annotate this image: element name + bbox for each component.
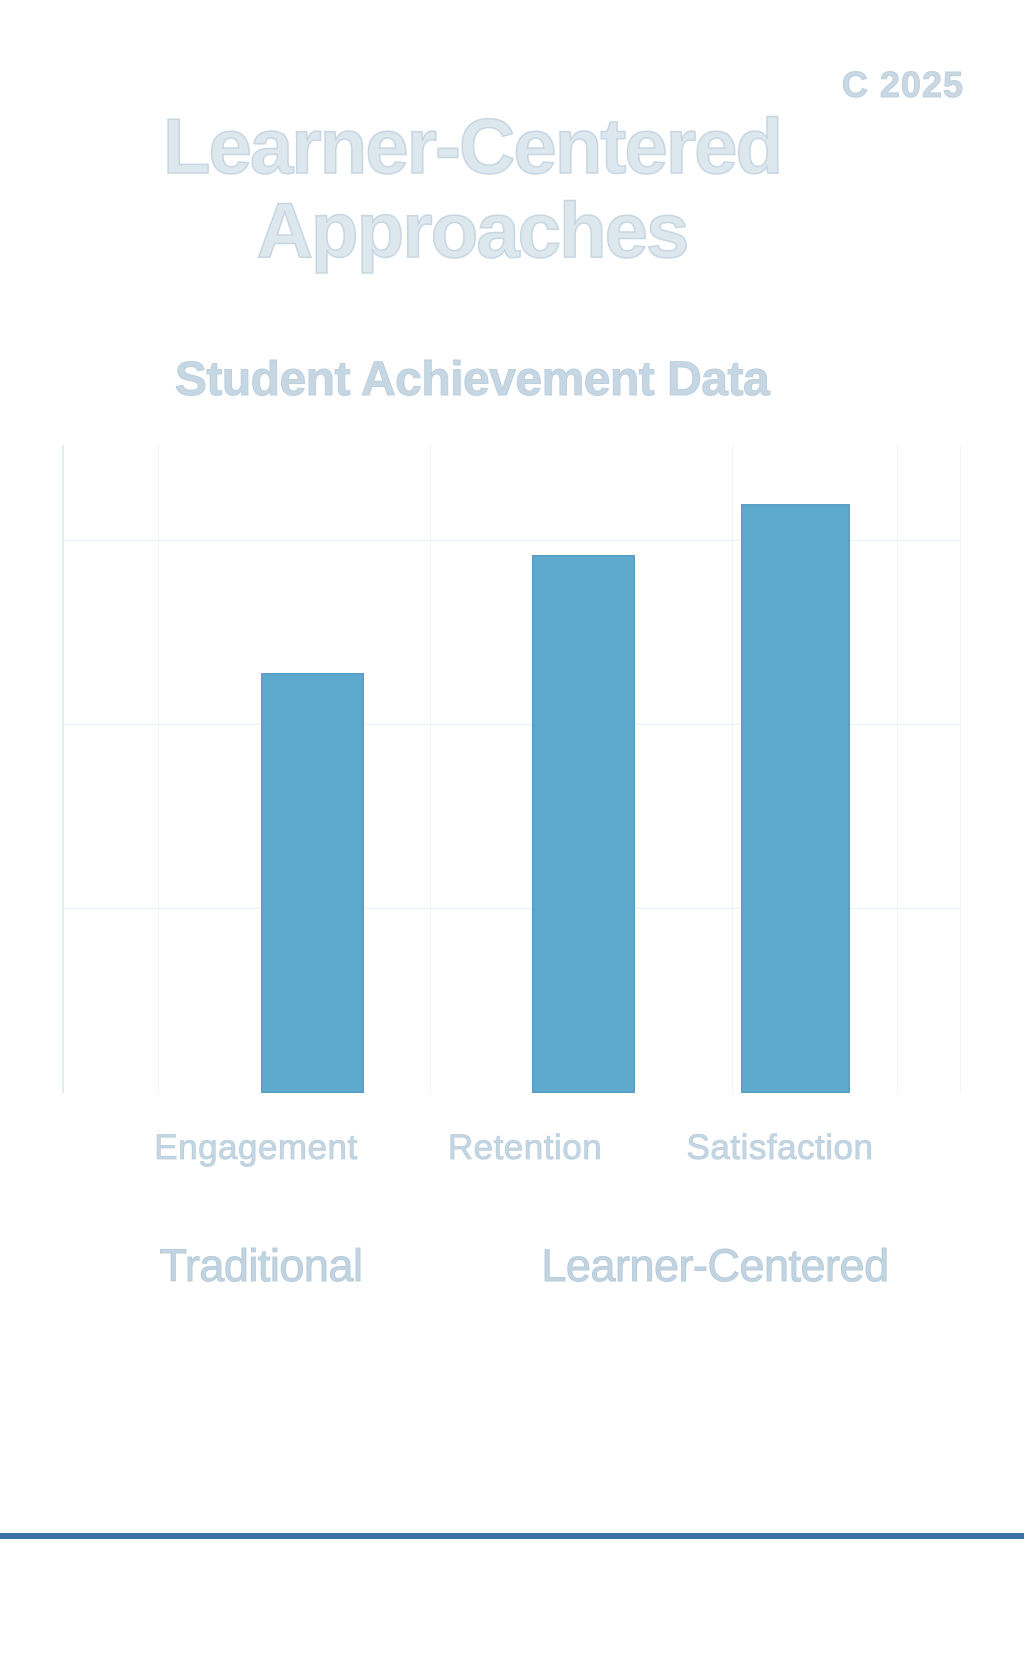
bar-retention bbox=[532, 555, 635, 1093]
footer-divider-line bbox=[0, 1533, 1024, 1539]
slide-title: Learner-Centered Approaches bbox=[0, 102, 944, 274]
gridline-vertical bbox=[897, 445, 898, 1093]
legend-item-learner-centered: Learner-Centered bbox=[541, 1240, 890, 1292]
x-axis-labels: Engagement Retention Satisfaction bbox=[0, 1128, 1024, 1178]
x-axis-label-satisfaction: Satisfaction bbox=[686, 1128, 874, 1168]
gridline-vertical bbox=[732, 445, 733, 1093]
plot-area bbox=[62, 445, 961, 1093]
bar-engagement bbox=[261, 673, 364, 1093]
slide-subtitle: Student Achievement Data bbox=[174, 353, 770, 407]
gridline-vertical bbox=[430, 445, 431, 1093]
gridline-horizontal bbox=[64, 907, 960, 909]
copyright-text: C 2025 bbox=[841, 64, 964, 106]
chart-legend: Traditional Learner-Centered bbox=[0, 1240, 1024, 1300]
gridline-horizontal bbox=[64, 539, 960, 541]
slide-title-line1: Learner-Centered bbox=[162, 102, 784, 190]
gridline-horizontal bbox=[64, 723, 960, 725]
bar-satisfaction bbox=[741, 503, 850, 1093]
x-axis-label-retention: Retention bbox=[447, 1128, 603, 1168]
gridline-vertical bbox=[158, 445, 159, 1093]
x-axis-label-engagement: Engagement bbox=[154, 1128, 358, 1168]
legend-item-traditional: Traditional bbox=[159, 1240, 363, 1292]
slide-title-line2: Approaches bbox=[256, 186, 690, 274]
